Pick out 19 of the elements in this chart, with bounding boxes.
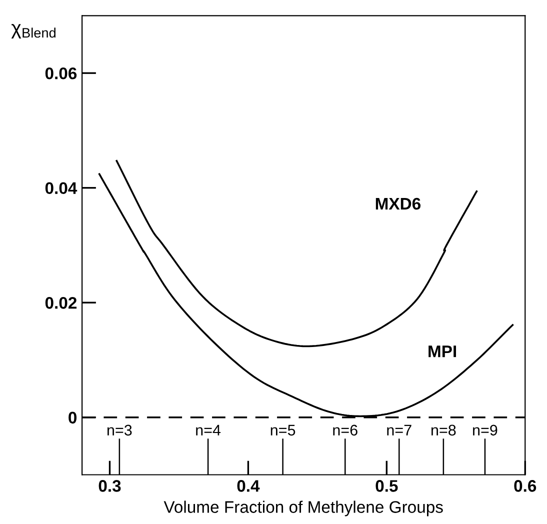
annotation: n=4 (196, 424, 221, 436)
y-axis-title: χ$_{Blend}$ (11, 24, 56, 38)
annotation: n=9 (473, 424, 498, 436)
x-tick-label: 0.4 (237, 480, 260, 492)
annotation: n=7 (387, 424, 412, 436)
y-tick-label: 0.06 (45, 68, 77, 80)
annotation: n=8 (431, 424, 456, 436)
y-tick-label: 0 (68, 412, 77, 424)
x-axis-title: Volume Fraction of Methylene Groups (164, 500, 443, 516)
series-label: MPI (428, 346, 456, 358)
annotation: n=3 (107, 424, 132, 436)
y-tick-label: 0.02 (45, 297, 77, 309)
x-tick-label: 0.5 (376, 480, 398, 492)
annotation: n=5 (270, 424, 296, 436)
x-tick-label: 0.3 (98, 480, 121, 492)
annotation: n=6 (333, 424, 358, 436)
y-tick-label: 0.04 (45, 182, 78, 194)
x-tick-label: 0.6 (514, 480, 536, 492)
text: MXD6 (376, 198, 420, 210)
